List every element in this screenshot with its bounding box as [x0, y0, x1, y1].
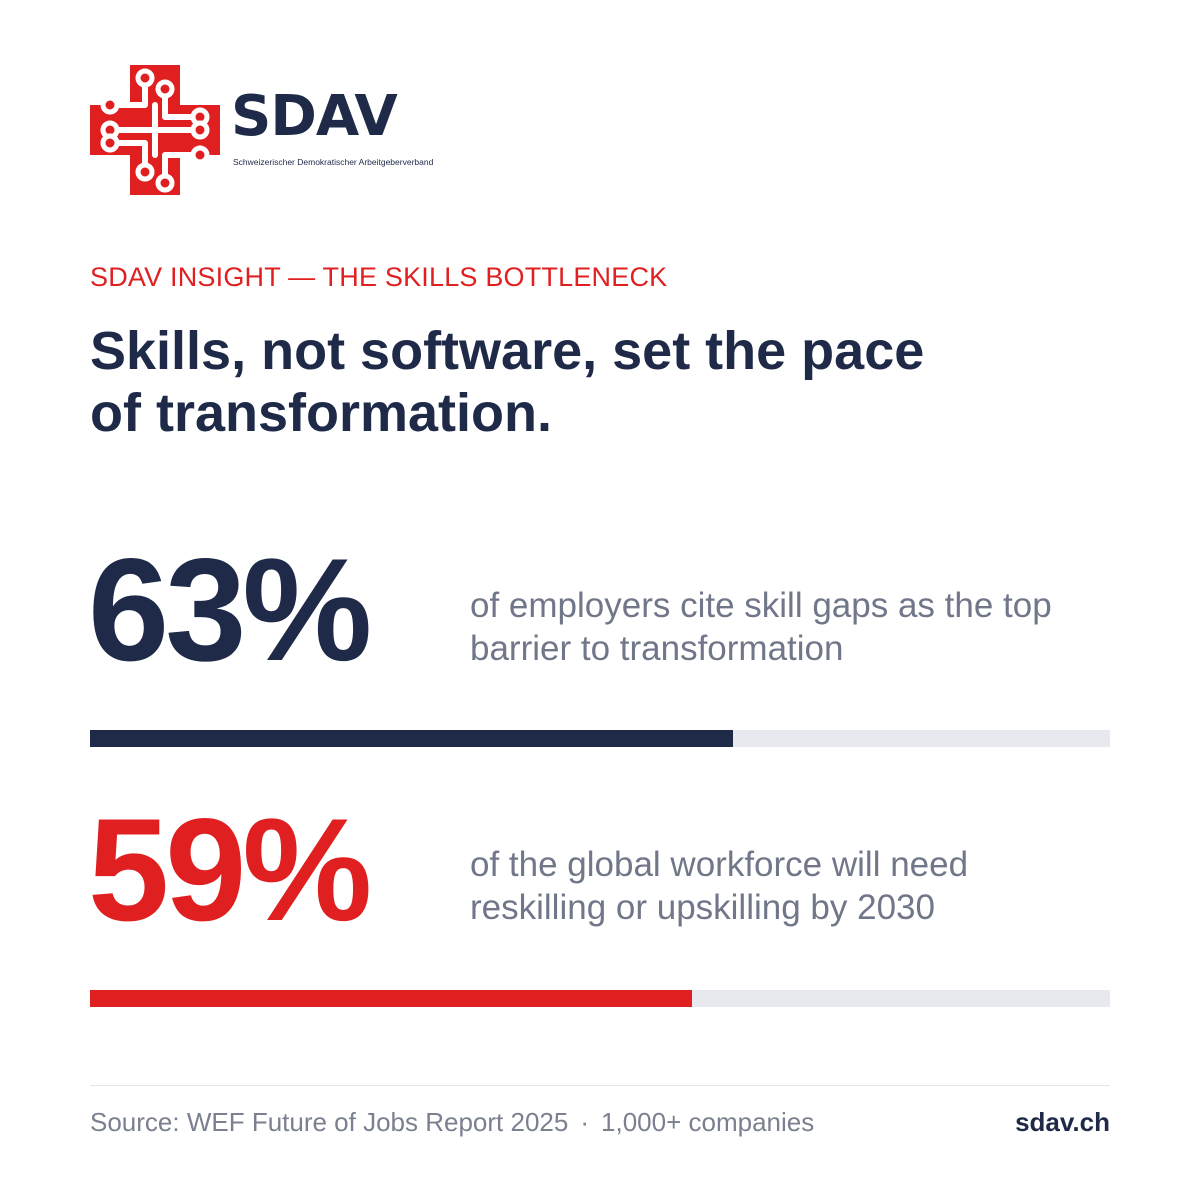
- separator-dot: ·: [580, 1107, 590, 1137]
- progress-bar-fill: [90, 990, 692, 1007]
- progress-bar-track: [90, 730, 1110, 747]
- eyebrow-label: SDAV INSIGHT — THE SKILLS BOTTLENECK: [90, 262, 668, 292]
- footer-source: Source: WEF Future of Jobs Report 2025 · 1…: [90, 1107, 814, 1138]
- stat-value: 63%: [88, 528, 372, 691]
- progress-bar-track: [90, 990, 1110, 1007]
- brand-name: SDAV: [231, 84, 398, 149]
- sample-size: 1,000+ companies: [601, 1107, 815, 1137]
- website-link[interactable]: sdav.ch: [1015, 1107, 1110, 1137]
- stat-description: of employers cite skill gaps as the top …: [470, 586, 1052, 668]
- footer-divider: [90, 1085, 1110, 1086]
- source-citation: Source: WEF Future of Jobs Report 2025: [90, 1107, 569, 1137]
- stat-description: of the global workforce will need reskil…: [470, 845, 969, 927]
- stat-value: 59%: [88, 788, 372, 951]
- brand-logo: SDAV Schweizerischer Demokratischer Arbe…: [90, 65, 434, 195]
- brand-tagline: Schweizerischer Demokratischer Arbeitgeb…: [233, 157, 434, 167]
- progress-bar-fill: [90, 730, 733, 747]
- swiss-cross-circuit-icon: [90, 65, 220, 195]
- headline: Skills, not software, set the pace of tr…: [90, 321, 925, 443]
